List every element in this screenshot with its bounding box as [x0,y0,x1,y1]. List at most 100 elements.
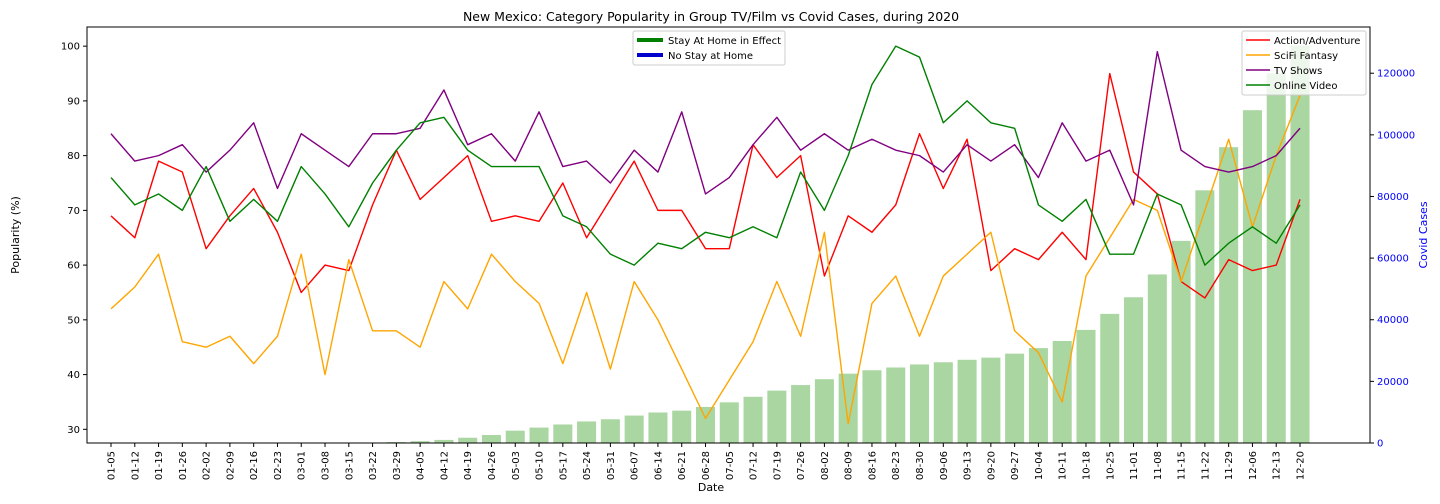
covid-bar-11-01 [1124,297,1144,443]
x-tick-label: 07-12 [749,451,760,480]
x-tick-label: 03-22 [368,451,379,480]
x-tick-label: 01-26 [178,451,189,480]
y-tick-label: 30 [67,425,80,436]
x-tick-label: 05-10 [535,451,546,480]
covid-bar-12-06 [1242,110,1262,443]
legend-label-tv-shows: TV Shows [1273,66,1322,77]
x-tick-label: 04-05 [416,451,427,480]
x-tick-label: 10-11 [1058,451,1069,480]
covid-bar-10-18 [1076,329,1096,443]
series-line-scifi-fantasy [110,95,1301,425]
x-tick-label: 02-09 [225,451,236,480]
y2-tick-label: 0 [1377,439,1383,450]
x-tick-label: 10-04 [1034,451,1045,480]
y2-tick-label: 120000 [1377,69,1415,80]
x-tick-label: 01-05 [107,451,118,480]
covid-bar-04-26 [481,434,501,443]
x-tick-label: 05-17 [558,451,569,480]
y2-tick-label: 20000 [1377,377,1409,388]
legend-label-no-stay-at-home: No Stay at Home [668,51,753,62]
covid-bar-06-21 [672,410,692,443]
covid-bar-11-08 [1147,274,1167,443]
covid-bar-05-17 [553,424,573,443]
x-tick-label: 01-19 [154,451,165,480]
covid-bar-08-09 [838,373,858,443]
x-tick-label: 09-20 [986,451,997,480]
covid-bar-05-10 [529,427,549,443]
x-tick-label: 04-19 [463,451,474,480]
x-axis-label: Date [698,481,725,494]
covid-bar-12-20 [1290,45,1310,443]
covid-bar-07-12 [743,396,763,443]
x-tick-label: 07-05 [725,451,736,480]
x-tick-label: 09-13 [963,451,974,480]
series-line-action-adventure [110,72,1301,299]
x-tick-label: 12-06 [1248,451,1259,480]
plot-frame [86,26,1371,444]
y-tick-label: 50 [67,315,80,326]
covid-bar-11-15 [1171,240,1191,443]
x-tick-label: 02-23 [273,451,284,480]
x-tick-label: 11-08 [1153,451,1164,480]
x-tick-label: 12-20 [1296,451,1307,480]
chart-title: New Mexico: Category Popularity in Group… [463,9,959,24]
covid-bar-08-16 [862,370,882,443]
x-tick-label: 07-26 [796,451,807,480]
x-tick-label: 03-29 [392,451,403,480]
covid-bar-10-25 [1100,313,1120,443]
legend-label-scifi-fantasy: SciFi Fantasy [1274,51,1338,62]
y2-tick-label: 80000 [1377,192,1409,203]
x-tick-label: 02-16 [249,451,260,480]
covid-bar-08-02 [814,379,834,443]
x-tick-label: 05-03 [511,451,522,480]
covid-bar-09-06 [933,362,953,443]
series-line-online-video [110,45,1301,266]
covid-bar-05-31 [600,419,620,443]
covid-bar-09-20 [981,357,1001,443]
x-axis: 01-05 01-12 01-19 01-26 02-02 02-09 02-16 02-23… [107,443,1307,480]
y-tick-label: 90 [67,96,80,107]
legend-label-stay-at-home: Stay At Home in Effect [668,36,781,47]
x-tick-label: 01-12 [130,451,141,480]
x-tick-label: 08-09 [844,451,855,480]
covid-bar-06-14 [648,412,668,443]
covid-bar-06-28 [695,406,716,443]
covid-bar-10-11 [1052,341,1072,443]
y2-tick-label: 40000 [1377,315,1409,326]
covid-bar-08-23 [886,367,906,443]
y2-axis-label: Covid Cases [1417,201,1430,268]
x-tick-label: 11-22 [1200,451,1211,480]
y-axis-label: Popularity (%) [9,196,22,274]
covid-bar-07-19 [767,390,787,443]
x-tick-label: 05-24 [582,451,593,480]
x-tick-label: 05-31 [606,451,617,480]
x-tick-label: 04-26 [487,451,498,480]
series-lines [110,45,1301,425]
y-axis-right: 0 20000 40000 60000 80000 100000 120000 [1370,69,1415,450]
x-tick-label: 07-19 [772,451,783,480]
y-tick-label: 60 [67,261,80,272]
y-tick-label: 40 [67,370,80,381]
covid-bar-11-29 [1219,147,1239,443]
y-tick-label: 70 [67,206,80,217]
legend-series: Action/Adventure SciFi Fantasy TV Shows … [1241,30,1367,96]
x-tick-label: 09-06 [939,451,950,480]
y2-tick-label: 60000 [1377,254,1409,265]
x-tick-label: 03-15 [344,451,355,480]
legend-stay-at-home: Stay At Home in Effect No Stay at Home [632,30,786,66]
covid-bar-04-12 [434,439,454,443]
x-tick-label: 10-25 [1105,451,1116,480]
x-tick-label: 09-27 [1010,451,1021,480]
covid-bar-05-24 [577,421,597,443]
x-tick-label: 08-02 [820,451,831,480]
x-tick-label: 06-07 [630,451,641,480]
x-tick-label: 08-23 [891,451,902,480]
legend-label-action-adventure: Action/Adventure [1274,36,1360,47]
x-tick-label: 12-13 [1272,451,1283,480]
covid-bar-04-19 [458,437,478,443]
y-axis-left: 30 40 50 60 70 80 90 100 [61,42,87,436]
x-tick-label: 06-14 [653,451,664,480]
covid-bar-06-07 [624,415,644,443]
legend-label-online-video: Online Video [1274,81,1337,92]
covid-bar-12-13 [1266,73,1286,443]
